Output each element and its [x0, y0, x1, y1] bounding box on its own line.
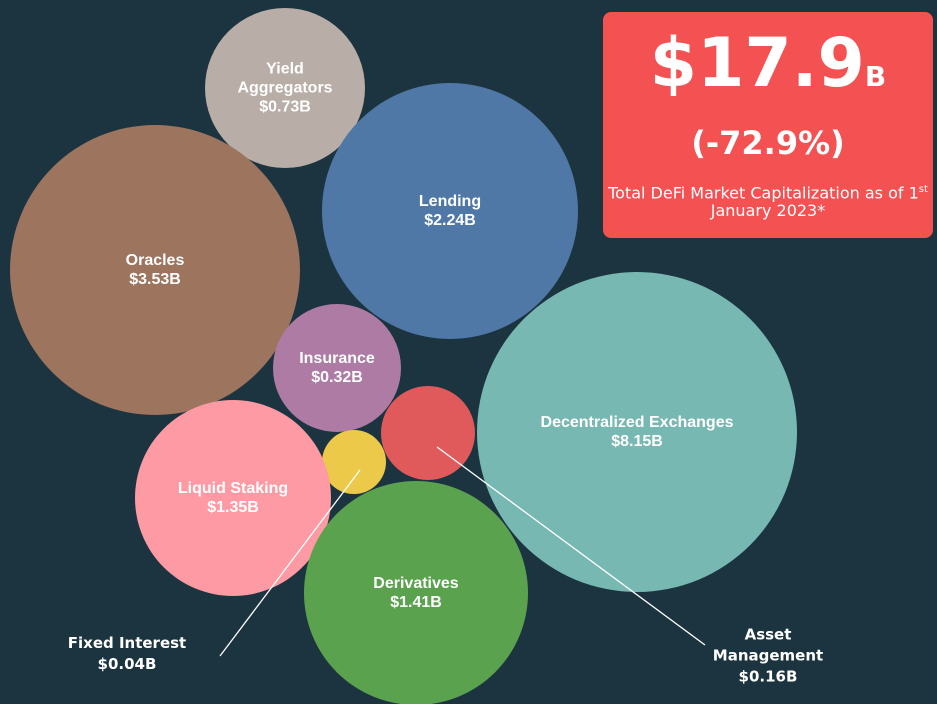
bubble-label: Oracles $3.53B [55, 251, 255, 289]
value-label: $8.15B [611, 433, 663, 450]
callout: $17.9B (-72.9%) Total DeFi Market Capita… [603, 12, 933, 238]
bubble-label: Asset Management $0.16B [708, 625, 828, 688]
caption-text: January 2023* [710, 201, 826, 221]
value-label: $2.24B [424, 212, 476, 229]
value-label: $1.35B [207, 499, 259, 516]
category-label: Asset Management [712, 625, 824, 665]
caption-sup: st [918, 184, 928, 195]
bubble [205, 8, 365, 168]
bubble [273, 304, 401, 432]
bubble-label: Fixed Interest $0.04B [47, 633, 207, 675]
change: (-72.9%) [691, 124, 845, 162]
category-label: Fixed Interest [67, 634, 187, 652]
bubble-label: Insurance $0.32B [282, 349, 392, 387]
category-label: Decentralized Exchanges [540, 414, 734, 431]
bubble [477, 272, 797, 592]
bubble [322, 430, 386, 494]
leader-line [219, 469, 361, 657]
bubble [304, 481, 528, 704]
category-label: Derivatives [373, 575, 459, 592]
bubble-label: Derivatives $1.41B [326, 574, 506, 612]
headline-value: $17.9 [649, 24, 865, 103]
value-label: $1.41B [390, 594, 442, 611]
value-label: $3.53B [129, 271, 181, 288]
caption: Total DeFi Market Capitalization as of 1… [603, 181, 933, 220]
bubble [322, 83, 578, 339]
bubble [10, 125, 300, 415]
leader-line [436, 446, 706, 646]
category-label: Lending [418, 193, 482, 210]
headline-unit: B [864, 60, 887, 93]
category-label: Insurance [299, 350, 375, 367]
value-label: $0.16B [738, 667, 798, 686]
category-label: Oracles [125, 252, 185, 269]
value-label: $0.04B [97, 655, 157, 673]
bubble [135, 400, 331, 596]
headline: $17.9B [603, 24, 933, 117]
value-label: $0.73B [259, 98, 311, 116]
bubble-label: Yield Aggregators $0.73B [220, 60, 350, 117]
bubble-label: Lending $2.24B [350, 192, 550, 230]
caption-text: Total DeFi Market Capitalization as of 1 [608, 183, 919, 203]
category-label: Liquid Staking [177, 480, 289, 497]
bubble-label: Liquid Staking $1.35B [148, 479, 318, 517]
bubble [381, 386, 475, 480]
bubble-label: Decentralized Exchanges $8.15B [507, 413, 767, 451]
value-label: $0.32B [311, 369, 363, 386]
category-label: Yield Aggregators [237, 60, 333, 97]
